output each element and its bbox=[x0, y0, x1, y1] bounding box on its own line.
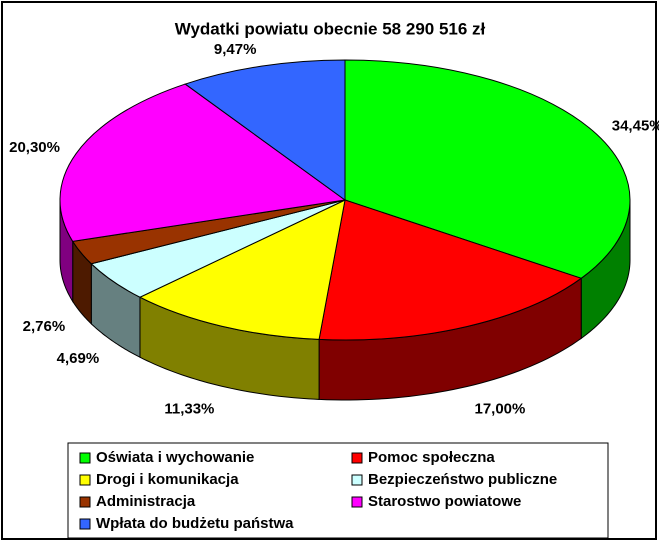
chart-title: Wydatki powiatu obecnie 58 290 516 zł bbox=[175, 19, 486, 38]
data-label: 11,33% bbox=[164, 400, 214, 417]
legend-box bbox=[67, 442, 609, 539]
data-label: 2,76% bbox=[23, 318, 66, 335]
legend-swatch bbox=[79, 496, 91, 508]
legend-swatch bbox=[79, 474, 91, 486]
pie-slice bbox=[138, 199, 346, 340]
legend-label: Wpłata do budżetu państwa bbox=[96, 515, 294, 532]
data-label: 9,47% bbox=[214, 41, 257, 58]
data-label: 17,00% bbox=[474, 401, 525, 418]
legend-label: Oświata i wychowanie bbox=[96, 449, 254, 466]
pie-slice bbox=[59, 83, 347, 242]
legend-swatch bbox=[351, 496, 363, 508]
data-label: 20,30% bbox=[9, 139, 60, 156]
legend-swatch bbox=[351, 474, 363, 486]
data-label: 34,45% bbox=[612, 117, 659, 134]
legend-swatch bbox=[79, 452, 91, 464]
legend-label: Pomoc społeczna bbox=[368, 449, 495, 466]
pie-slice bbox=[184, 59, 346, 201]
pie-slice bbox=[318, 199, 583, 341]
pie-slice bbox=[344, 59, 631, 279]
legend-swatch bbox=[79, 518, 91, 530]
legend-label: Drogi i komunikacja bbox=[96, 471, 239, 488]
legend-label: Starostwo powiatowe bbox=[368, 493, 521, 510]
legend-swatch bbox=[351, 452, 363, 464]
data-label: 4,69% bbox=[57, 350, 100, 367]
legend-label: Administracja bbox=[96, 493, 196, 510]
legend-label: Bezpieczeństwo publiczne bbox=[368, 471, 557, 488]
